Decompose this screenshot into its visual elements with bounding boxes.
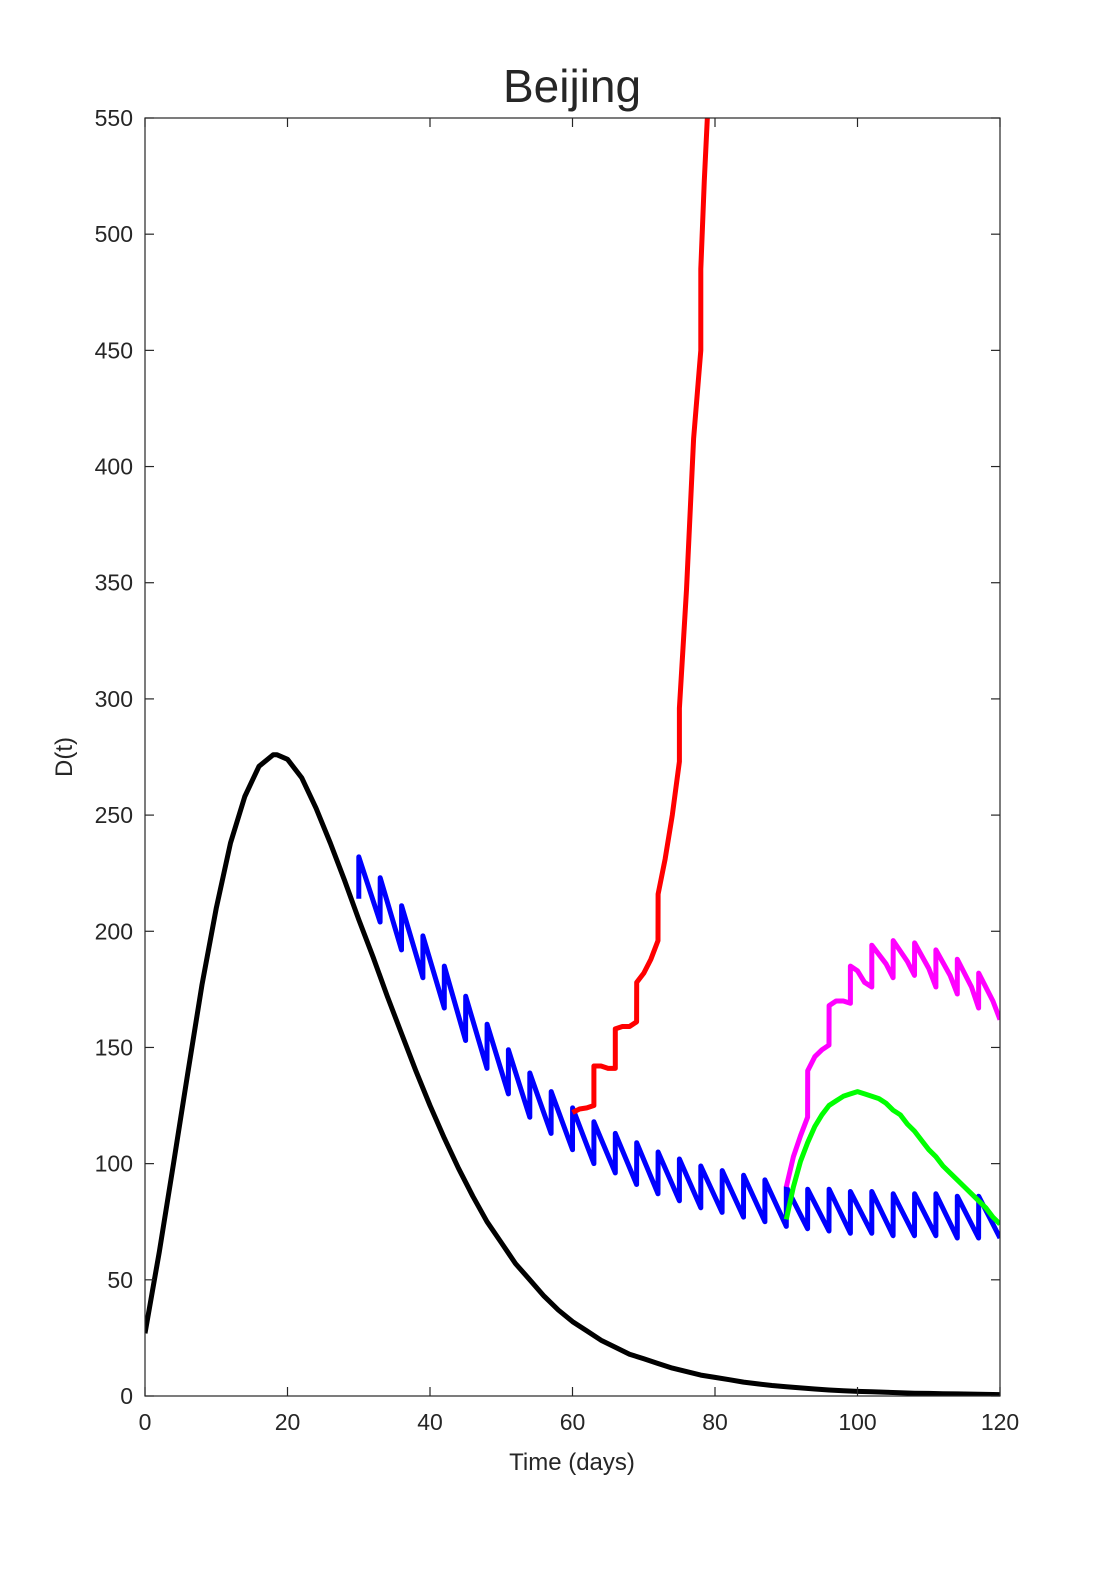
y-tick-label: 400 bbox=[95, 454, 133, 480]
x-tick-label: 0 bbox=[139, 1409, 152, 1435]
y-tick-label: 350 bbox=[95, 570, 133, 596]
chart-title: Beijing bbox=[503, 60, 641, 112]
plot-area bbox=[144, 117, 1001, 1397]
y-tick-label: 500 bbox=[95, 221, 133, 247]
series-line-5 bbox=[783, 1089, 1000, 1226]
series-line-2 bbox=[356, 854, 1000, 1241]
y-tick-label: 150 bbox=[95, 1034, 133, 1060]
series-line-1 bbox=[145, 752, 1000, 1396]
x-tick-label: 120 bbox=[981, 1409, 1019, 1435]
x-tick-label: 40 bbox=[417, 1409, 443, 1435]
axis-ticks: 0 20 40 60 80 100 120 0 50 100 150 200 250 300 350 400 4… bbox=[95, 105, 1020, 1435]
y-tick-label: 450 bbox=[95, 337, 133, 363]
x-tick-label: 20 bbox=[275, 1409, 301, 1435]
y-tick-label: 100 bbox=[95, 1151, 133, 1177]
y-tick-label: 200 bbox=[95, 918, 133, 944]
x-tick-label: 60 bbox=[560, 1409, 586, 1435]
x-tick-label: 100 bbox=[838, 1409, 876, 1435]
series-line-4 bbox=[783, 938, 1000, 1188]
series-layer bbox=[145, 118, 1000, 1396]
y-axis-label: D(t) bbox=[51, 737, 78, 777]
y-tick-label: 50 bbox=[107, 1267, 133, 1293]
series-line-3 bbox=[571, 118, 710, 1115]
x-tick-label: 80 bbox=[702, 1409, 728, 1435]
y-tick-label: 300 bbox=[95, 686, 133, 712]
y-tick-label: 0 bbox=[120, 1383, 133, 1409]
x-axis-label: Time (days) bbox=[509, 1449, 635, 1476]
y-tick-label: 550 bbox=[95, 105, 133, 131]
y-tick-label: 250 bbox=[95, 802, 133, 828]
